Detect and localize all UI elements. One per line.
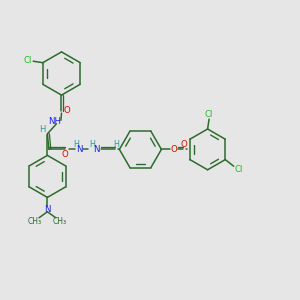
Text: Cl: Cl [23,56,32,65]
Text: CH₃: CH₃ [53,217,67,226]
Text: Cl: Cl [235,165,243,174]
Text: N: N [44,206,51,214]
Text: H: H [113,140,119,148]
Text: O: O [64,106,70,115]
Text: H: H [73,140,79,149]
Text: N: N [93,145,99,154]
Text: N: N [76,145,83,154]
Text: CH₃: CH₃ [28,217,42,226]
Text: O: O [171,145,178,154]
Text: NH: NH [48,117,61,126]
Text: H: H [39,125,45,134]
Text: O: O [180,140,187,148]
Text: O: O [62,150,68,159]
Text: Cl: Cl [205,110,213,118]
Text: H: H [89,140,95,149]
